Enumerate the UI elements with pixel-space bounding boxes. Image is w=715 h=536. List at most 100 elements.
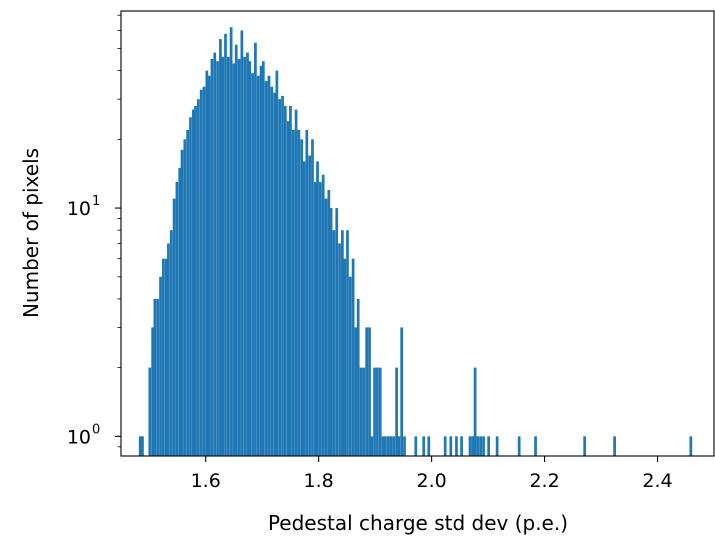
- histogram-bar: [251, 73, 254, 457]
- histogram-bar: [164, 258, 168, 456]
- x-tick-label: 1.6: [191, 470, 221, 492]
- histogram-bar: [305, 129, 309, 456]
- histogram-bar: [199, 89, 203, 457]
- histogram-bar: [178, 167, 182, 456]
- histogram-bar: [175, 182, 179, 456]
- histogram-bar: [471, 436, 475, 456]
- histogram-bar: [327, 189, 331, 457]
- histogram-bar: [138, 436, 142, 456]
- histogram-bar: [338, 243, 341, 456]
- x-tick-label: 2.0: [417, 470, 447, 492]
- histogram-bar: [354, 327, 358, 456]
- histogram-bar: [259, 65, 263, 457]
- histogram-bar: [180, 149, 184, 457]
- histogram-bar: [383, 436, 387, 456]
- histogram-bar: [311, 139, 314, 456]
- histogram-bar: [213, 52, 217, 457]
- x-axis-label: Pedestal charge std dev (p.e.): [268, 511, 568, 535]
- histogram-bar: [273, 92, 276, 456]
- histogram-bar: [189, 117, 192, 456]
- histogram-bar: [468, 436, 472, 456]
- histogram-bar: [278, 99, 282, 456]
- histogram-bar: [392, 436, 396, 456]
- histogram-bar: [414, 436, 418, 456]
- histogram-bar: [319, 182, 322, 456]
- histogram-bar: [183, 139, 187, 456]
- histogram-bar: [286, 121, 290, 456]
- histogram-bar: [370, 436, 374, 456]
- histogram-bar: [534, 436, 537, 456]
- histogram-bar: [351, 258, 355, 456]
- histogram-bar: [422, 436, 426, 456]
- histogram-bar: [324, 198, 328, 456]
- x-tick-label: 1.8: [304, 470, 334, 492]
- histogram-bar: [395, 367, 398, 456]
- histogram-bar: [226, 56, 230, 456]
- histogram-bar: [321, 174, 325, 456]
- histogram-bar: [343, 258, 346, 456]
- histogram-bar: [479, 436, 483, 456]
- histogram-bar: [397, 436, 401, 456]
- histogram-bar: [400, 327, 404, 456]
- histogram-bar: [254, 42, 257, 457]
- histogram-bar: [294, 109, 298, 456]
- histogram-bar: [316, 161, 319, 456]
- histogram-bar: [283, 105, 287, 457]
- histogram-bar: [308, 155, 311, 456]
- histogram-bar: [329, 208, 333, 456]
- histogram-bar: [378, 367, 382, 456]
- histogram-bar: [476, 436, 480, 456]
- histogram-bar: [156, 298, 160, 456]
- histogram-bar: [356, 298, 360, 456]
- y-tick-exponent: 1: [92, 194, 100, 209]
- histogram-bar: [289, 105, 292, 457]
- histogram-bar: [148, 367, 152, 456]
- histogram-bar: [613, 436, 616, 456]
- histogram-bar: [300, 139, 304, 456]
- histogram-bar: [191, 109, 195, 456]
- histogram-bar: [460, 436, 463, 456]
- histogram-bar: [376, 367, 379, 456]
- x-axis-ticks: 1.6 1.8 2.0 2.2 2.4: [191, 456, 673, 492]
- histogram-bar: [689, 436, 693, 456]
- histogram-bar: [194, 105, 197, 457]
- histogram-bar: [332, 230, 336, 456]
- histogram-bar: [197, 99, 200, 456]
- histogram-bar: [517, 436, 521, 456]
- histogram-bar: [335, 208, 339, 456]
- histogram-bar: [427, 436, 431, 456]
- histogram-bar: [362, 367, 366, 456]
- histogram-bars: [138, 27, 693, 457]
- histogram-bar: [275, 70, 279, 456]
- histogram-bar: [302, 161, 306, 456]
- histogram-bar: [346, 230, 349, 456]
- histogram-bar: [169, 230, 173, 456]
- y-axis-label: Number of pixels: [19, 148, 43, 318]
- histogram-bar: [487, 436, 491, 456]
- y-tick-label: 10: [67, 198, 91, 220]
- x-tick-label: 2.2: [529, 470, 559, 492]
- histogram-bar: [221, 56, 225, 456]
- histogram-bar: [202, 86, 206, 456]
- histogram-bar: [248, 61, 252, 456]
- histogram-bar: [237, 58, 241, 457]
- histogram-bar: [403, 436, 406, 456]
- histogram-bar: [281, 95, 284, 457]
- histogram-bar: [381, 436, 385, 456]
- histogram-bar: [232, 63, 236, 456]
- histogram-bar: [389, 436, 393, 456]
- histogram-bar: [495, 436, 499, 456]
- histogram-bar: [373, 367, 376, 456]
- histogram-bar: [473, 367, 477, 456]
- histogram-bar: [455, 436, 458, 456]
- histogram-bar: [159, 276, 162, 456]
- histogram-bar: [264, 81, 268, 456]
- histogram-bar: [172, 198, 176, 456]
- histogram-bar: [267, 75, 271, 456]
- histogram-bar: [270, 86, 274, 456]
- histogram-bar: [216, 61, 219, 456]
- histogram-bar: [151, 327, 154, 456]
- histogram-bar: [297, 129, 301, 456]
